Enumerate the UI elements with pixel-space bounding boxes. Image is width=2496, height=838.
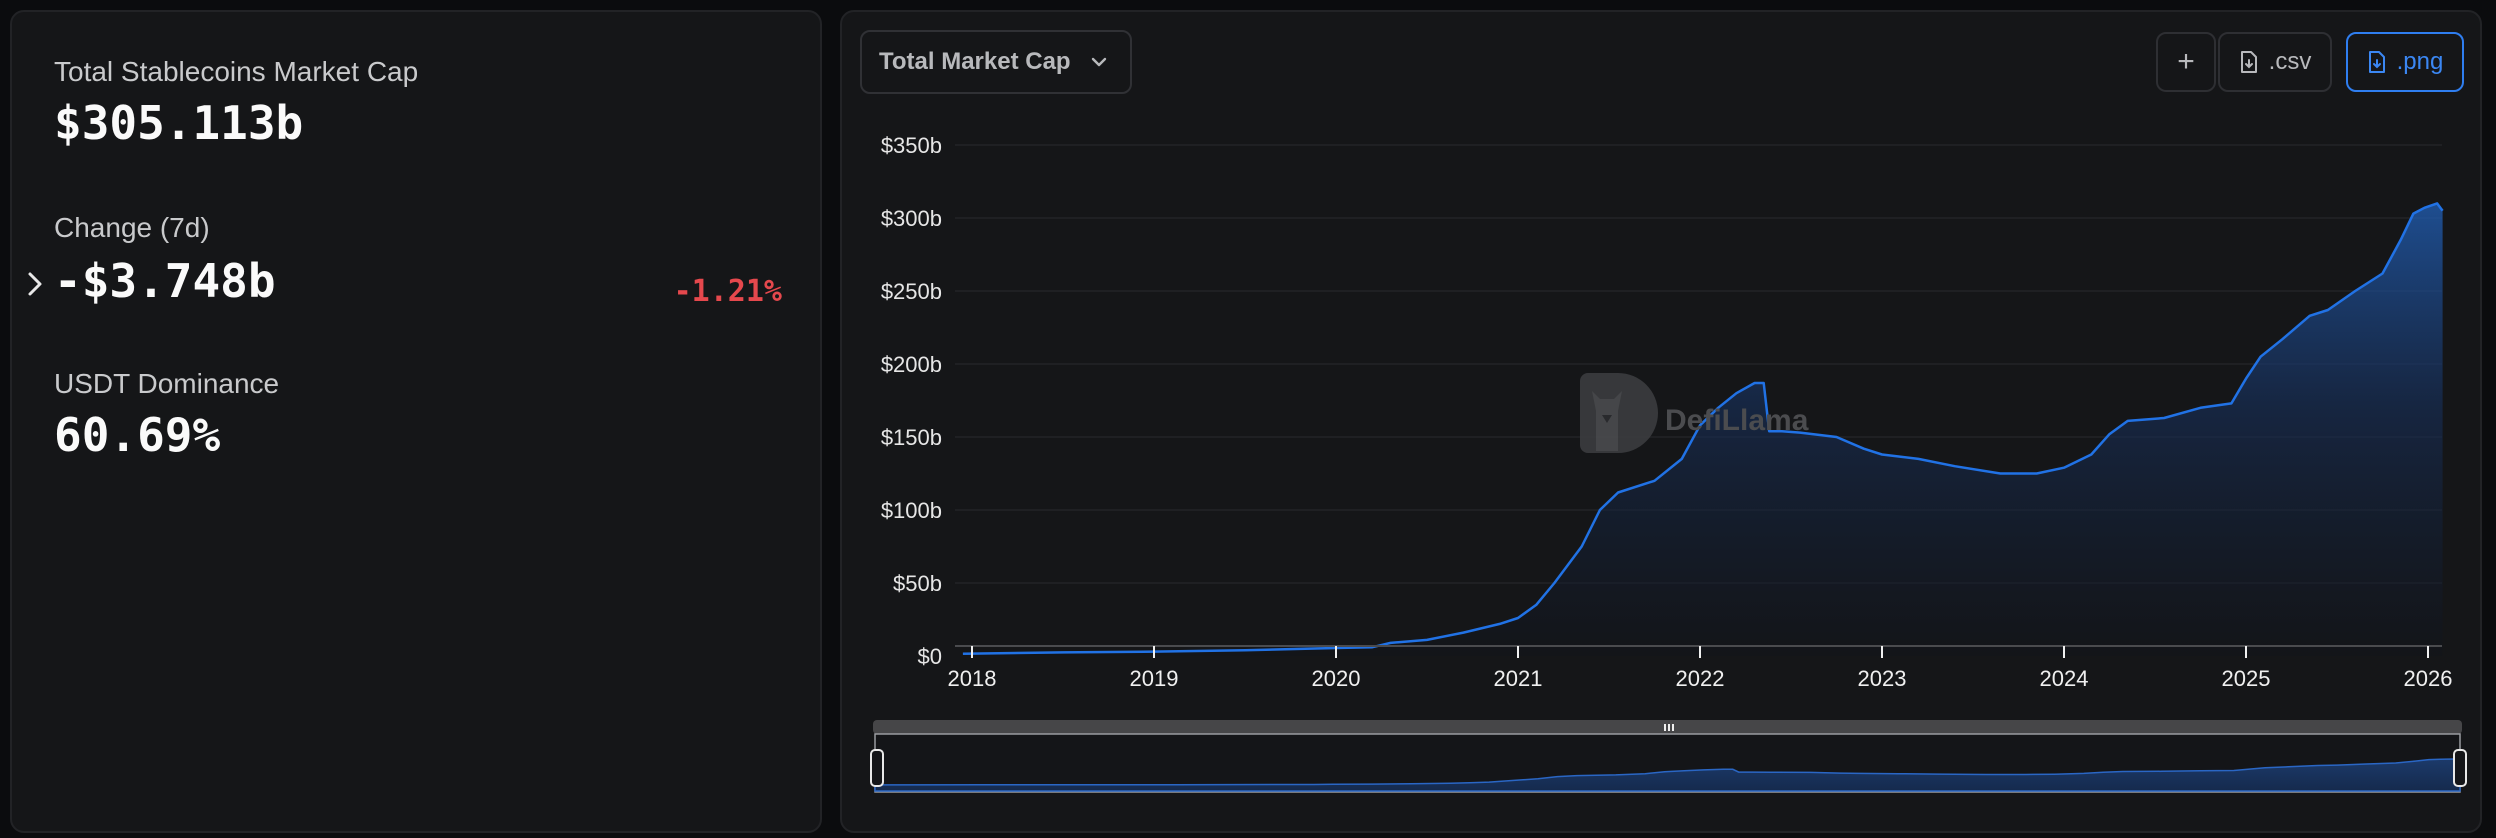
csv-label: .csv [2268, 48, 2312, 75]
slider-grip-icon[interactable] [1664, 724, 1674, 731]
data-line [962, 202, 2444, 656]
x-tick: 2023 [1857, 666, 1907, 691]
download-png-button[interactable]: .png [2346, 32, 2464, 92]
slider-track[interactable] [873, 720, 2462, 734]
x-tick: 2026 [2403, 666, 2453, 691]
y-tick: $200b [880, 352, 942, 377]
y-tick: $0 [917, 644, 942, 669]
slider-right-handle[interactable] [2453, 749, 2467, 787]
x-tick: 2021 [1493, 666, 1543, 691]
range-slider[interactable] [870, 720, 2467, 793]
change-label: Change (7d) [54, 212, 210, 243]
change-percent: -1.21% [673, 274, 782, 309]
market-cap-value: $305.113b [54, 96, 304, 150]
chart-type-dropdown[interactable]: Total Market Cap [860, 30, 1132, 94]
dominance-value: 60.69% [54, 408, 221, 462]
watermark-text: DefiLlama [1665, 404, 1809, 437]
chevron-down-icon [1091, 57, 1107, 67]
download-csv-button[interactable]: .csv [2218, 32, 2332, 92]
x-tick: 2024 [2039, 666, 2089, 691]
x-tick: 2019 [1129, 666, 1179, 691]
dropdown-label: Total Market Cap [879, 48, 1071, 75]
plus-icon: + [2177, 45, 2195, 78]
x-tick: 2020 [1311, 666, 1361, 691]
file-download-icon [2368, 51, 2385, 73]
file-download-icon [2240, 51, 2257, 73]
dominance-label: USDT Dominance [54, 368, 280, 399]
y-axis: $350b $300b $250b $200b $150b $100b $50b… [842, 12, 942, 712]
chart-panel: Total Market Cap + .csv .png $350b $300b… [840, 10, 2482, 833]
slider-left-handle[interactable] [870, 749, 884, 787]
y-tick: $100b [880, 498, 942, 523]
add-button[interactable]: + [2156, 32, 2216, 92]
market-cap-chart[interactable] [842, 12, 2480, 831]
chevron-right-icon[interactable] [26, 270, 44, 298]
area-fill [962, 203, 2443, 656]
y-tick: $350b [880, 133, 942, 158]
stats-panel: Total Stablecoins Market Cap $305.113b C… [10, 10, 822, 833]
change-value: -$3.748b [54, 254, 276, 308]
market-cap-label: Total Stablecoins Market Cap [54, 56, 419, 87]
y-tick: $150b [880, 425, 942, 450]
defillama-logo-icon [1580, 373, 1658, 453]
x-tick: 2025 [2221, 666, 2271, 691]
x-axis-ticks [971, 646, 2429, 658]
x-tick: 2018 [947, 666, 997, 691]
y-tick: $250b [880, 279, 942, 304]
x-tick: 2022 [1675, 666, 1725, 691]
y-tick: $300b [880, 206, 942, 231]
png-label: .png [2396, 48, 2444, 75]
y-tick: $50b [893, 571, 942, 596]
navigator-area [874, 758, 2461, 792]
